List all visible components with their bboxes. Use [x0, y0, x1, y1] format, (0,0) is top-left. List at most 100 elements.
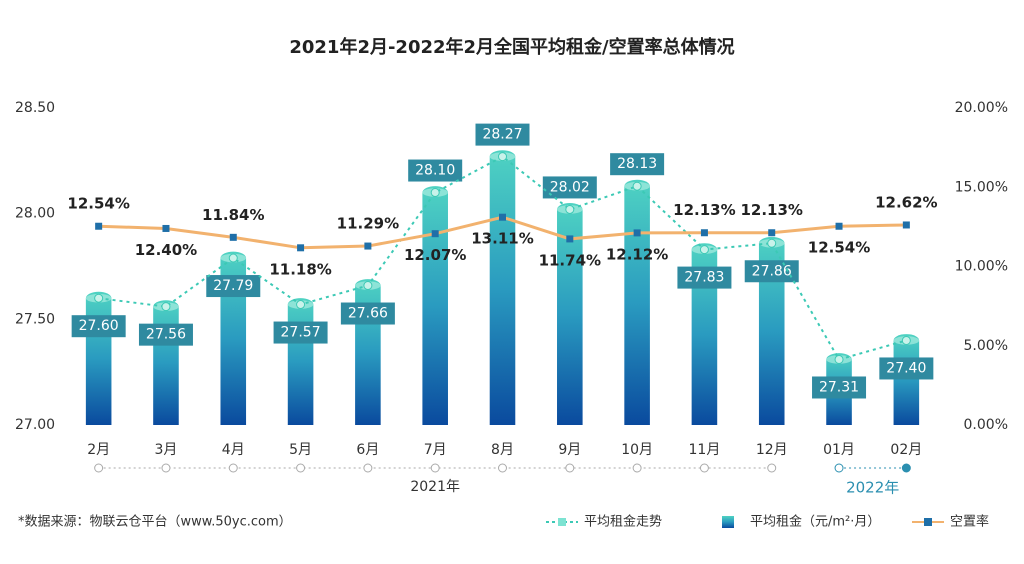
- marker: [633, 229, 641, 237]
- bar: [85, 291, 112, 425]
- timeline-dot: [901, 463, 911, 473]
- bar: [624, 179, 650, 425]
- source-note: *数据来源：物联云仓平台（www.50yc.com）: [18, 515, 292, 530]
- marker: [834, 354, 844, 364]
- bar-value-label: 28.27: [482, 127, 522, 143]
- x-tick-label: 10月: [621, 442, 653, 458]
- bar-value-label: 27.86: [752, 263, 792, 279]
- timeline-dot: [767, 463, 777, 473]
- bar: [355, 279, 381, 425]
- label-box: [744, 260, 799, 283]
- label-box: [610, 153, 665, 176]
- legend-label: 平均租金（元/m²·月）: [750, 514, 880, 530]
- bar-value-label: 27.40: [886, 360, 926, 376]
- bar-value-label: 28.02: [550, 179, 590, 195]
- marker: [565, 204, 575, 214]
- marker: [431, 230, 439, 238]
- line-value-label: 11.84%: [202, 206, 264, 224]
- marker: [430, 188, 440, 198]
- timeline-dot: [699, 463, 709, 473]
- y2-tick-label: 10.00%: [955, 259, 1008, 275]
- marker: [699, 245, 709, 255]
- chart-title: 2021年2月-2022年2月全国平均租金/空置率总体情况: [289, 36, 734, 58]
- legend-swatch: [558, 518, 566, 526]
- bar: [758, 236, 785, 425]
- line-value-label: 12.40%: [135, 241, 197, 259]
- marker: [768, 229, 776, 237]
- label-box: [340, 302, 395, 325]
- x-tick-label: 4月: [222, 442, 245, 458]
- bar-value-label: 27.56: [146, 327, 186, 343]
- y-tick-label: 28.00: [15, 206, 55, 222]
- x-tick-label: 7月: [424, 442, 447, 458]
- line-value-label: 11.18%: [269, 260, 331, 278]
- bar-value-label: 27.79: [213, 278, 253, 294]
- y-tick-label: 27.00: [15, 417, 55, 433]
- marker: [95, 222, 103, 230]
- marker: [228, 253, 238, 263]
- y2-tick-label: 5.00%: [964, 338, 1008, 354]
- bar: [422, 186, 448, 425]
- marker: [632, 181, 642, 191]
- y2-tick-label: 0.00%: [964, 417, 1008, 433]
- x-tick-label: 12月: [756, 442, 788, 458]
- marker: [700, 229, 708, 237]
- x-tick-label: 9月: [558, 442, 581, 458]
- bar-value-label: 28.13: [617, 156, 657, 172]
- y2-tick-label: 20.00%: [955, 100, 1008, 116]
- timeline-dot: [498, 463, 507, 473]
- legend-label: 平均租金走势: [584, 514, 662, 530]
- bar: [893, 334, 920, 425]
- marker: [767, 238, 777, 248]
- legend-label: 空置率: [950, 514, 989, 530]
- timeline-dot: [430, 463, 440, 473]
- x-tick-label: 02月: [890, 442, 922, 458]
- marker: [162, 224, 170, 232]
- timeline-dot: [363, 463, 373, 473]
- label-box: [206, 275, 261, 298]
- marker: [296, 300, 306, 310]
- y2-tick-label: 15.00%: [955, 179, 1008, 195]
- marker: [94, 293, 104, 303]
- marker: [902, 221, 910, 229]
- marker: [364, 242, 372, 250]
- label-box: [71, 315, 126, 338]
- label-box: [677, 266, 732, 289]
- x-tick-label: 2月: [87, 442, 110, 458]
- x-tick-label: 5月: [289, 442, 312, 458]
- line-value-label: 12.54%: [808, 239, 870, 257]
- marker: [498, 152, 507, 162]
- label-box: [542, 176, 597, 199]
- bar: [153, 300, 179, 425]
- legend-swatch: [722, 516, 734, 528]
- line-value-label: 12.54%: [67, 195, 129, 213]
- label-box: [475, 123, 530, 146]
- timeline-dot: [94, 463, 104, 473]
- x-group-label: 2022年: [846, 479, 899, 497]
- line-value-label: 12.07%: [404, 246, 466, 264]
- marker: [161, 302, 171, 312]
- timeline-dot: [161, 463, 171, 473]
- y-tick-label: 27.50: [15, 311, 55, 327]
- bar-value-label: 27.83: [684, 270, 724, 286]
- timeline-dot: [565, 463, 575, 473]
- x-tick-label: 6月: [356, 442, 379, 458]
- bar: [287, 298, 314, 425]
- label-box: [812, 376, 867, 399]
- line-value-label: 12.13%: [673, 201, 735, 219]
- bar: [691, 243, 718, 425]
- timeline-dot: [228, 463, 238, 473]
- marker: [363, 281, 373, 291]
- line-value-label: 11.74%: [539, 251, 601, 269]
- label-box: [138, 323, 193, 346]
- marker: [229, 233, 237, 241]
- marker: [901, 335, 911, 345]
- legend-swatch: [924, 518, 932, 526]
- x-tick-label: 01月: [823, 442, 855, 458]
- timeline-dot: [296, 463, 306, 473]
- x-tick-label: 3月: [155, 442, 178, 458]
- bar-value-label: 28.10: [415, 163, 455, 179]
- marker: [835, 222, 843, 230]
- x-tick-label: 11月: [689, 442, 721, 458]
